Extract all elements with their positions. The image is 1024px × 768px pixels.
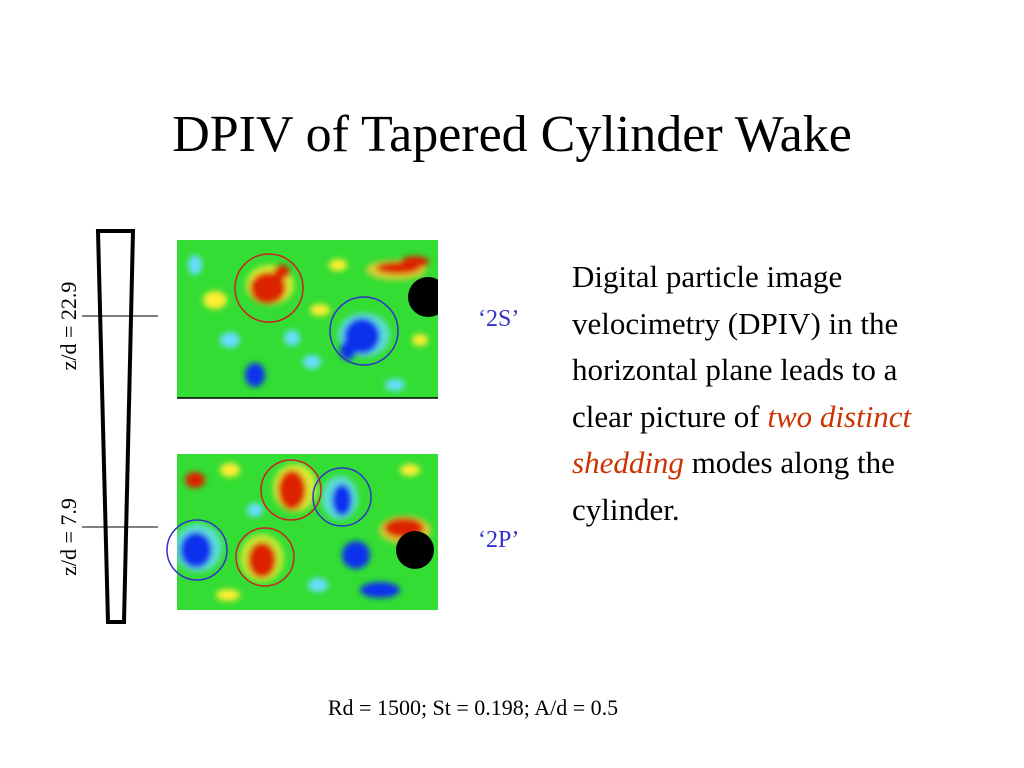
vortex-circle-red — [260, 459, 322, 521]
slide-title: DPIV of Tapered Cylinder Wake — [172, 106, 852, 163]
tapered-cylinder — [95, 229, 136, 624]
vorticity-blobs-lower — [177, 463, 431, 601]
description-highlight: two distinct shedding — [572, 398, 912, 481]
dpiv-field-lower — [166, 454, 438, 610]
vortex-circle-blue — [329, 296, 399, 366]
lower-section-label: z/d = 7.9 — [56, 498, 81, 576]
vortex-circle-blue — [166, 519, 228, 581]
mode-label-2p: ‘2P’ — [478, 527, 520, 553]
description-part2: modes along the cylinder. — [572, 445, 895, 527]
upper-section-label: z/d = 22.9 — [56, 282, 81, 371]
description-text: Digital particle image velocimetry (DPIV… — [572, 254, 952, 533]
mode-label-2s: ‘2S’ — [478, 306, 520, 332]
vortex-circle-blue — [312, 467, 372, 527]
flow-parameters: Rd = 1500; St = 0.198; A/d = 0.5 — [327, 695, 619, 720]
description-part1: Digital particle image velocimetry (DPIV… — [572, 259, 899, 434]
cylinder-cross-section-lower — [396, 531, 434, 569]
vorticity-blobs-upper — [188, 255, 429, 391]
vortex-circle-red — [235, 527, 295, 587]
cylinder-cross-section-upper — [408, 277, 438, 317]
dpiv-field-upper — [177, 240, 438, 399]
vortex-circle-red — [234, 253, 304, 323]
